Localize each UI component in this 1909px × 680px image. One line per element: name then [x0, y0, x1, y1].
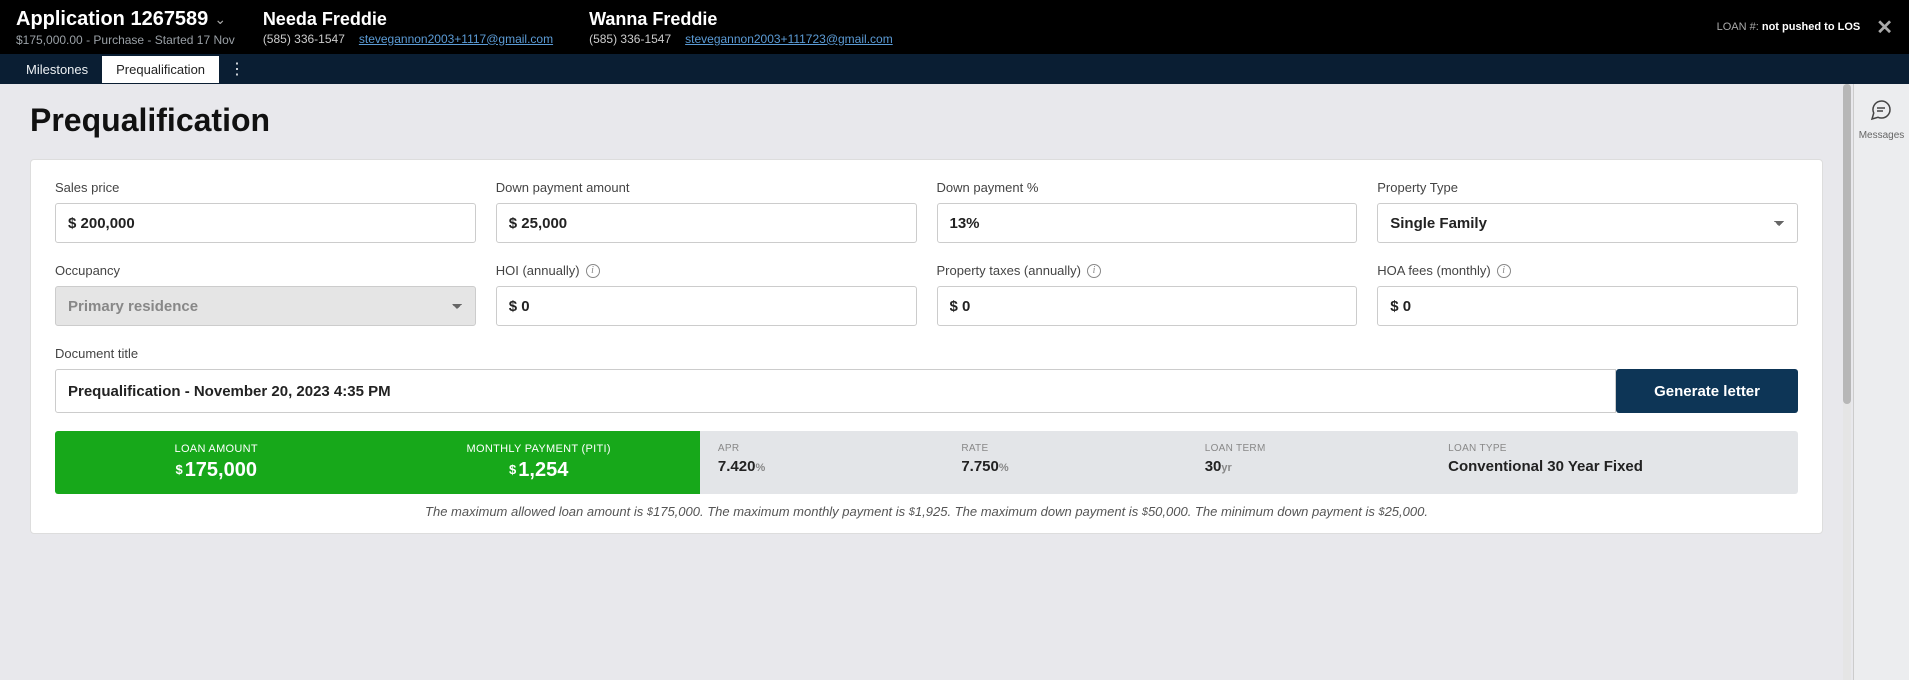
summary-apr: APR 7.420%: [700, 431, 943, 494]
sales-price-input[interactable]: [55, 203, 476, 243]
label-occupancy: Occupancy: [55, 263, 476, 278]
tab-prequalification[interactable]: Prequalification: [102, 56, 219, 83]
side-rail: Messages: [1853, 84, 1909, 680]
app-header: Application 1267589 ⌄ $175,000.00 - Purc…: [0, 0, 1909, 54]
page-title: Prequalification: [30, 102, 1823, 139]
contact-block-2: Wanna Freddie (585) 336-1547 stevegannon…: [589, 9, 893, 46]
label-sales-price: Sales price: [55, 180, 476, 195]
down-payment-amount-input[interactable]: [496, 203, 917, 243]
hoa-input[interactable]: [1377, 286, 1798, 326]
label-property-taxes: Property taxes (annually) i: [937, 263, 1358, 278]
field-document-title: Document title Generate letter: [55, 346, 1798, 413]
summary-rate: RATE 7.750%: [943, 431, 1186, 494]
label-hoa: HOA fees (monthly) i: [1377, 263, 1798, 278]
close-icon[interactable]: ✕: [1876, 15, 1893, 40]
info-icon[interactable]: i: [1497, 264, 1511, 278]
down-payment-pct-input[interactable]: [937, 203, 1358, 243]
property-taxes-input[interactable]: [937, 286, 1358, 326]
app-subtitle: $175,000.00 - Purchase - Started 17 Nov: [16, 33, 235, 47]
generate-letter-button[interactable]: Generate letter: [1616, 369, 1798, 413]
summary-loan-term: LOAN TERM 30yr: [1187, 431, 1430, 494]
label-document-title: Document title: [55, 346, 1798, 361]
chevron-down-icon[interactable]: ⌄: [214, 11, 226, 28]
limits-note: The maximum allowed loan amount is $175,…: [55, 504, 1798, 519]
summary-loan-type: LOAN TYPE Conventional 30 Year Fixed: [1430, 431, 1798, 494]
label-property-type: Property Type: [1377, 180, 1798, 195]
info-icon[interactable]: i: [1087, 264, 1101, 278]
scrollbar[interactable]: [1843, 84, 1851, 680]
messages-icon: [1859, 98, 1905, 128]
label-down-payment-pct: Down payment %: [937, 180, 1358, 195]
document-title-input[interactable]: [55, 369, 1616, 413]
tab-milestones[interactable]: Milestones: [12, 56, 102, 83]
loan-status-value: not pushed to LOS: [1762, 21, 1860, 33]
field-property-type: Property Type Single Family: [1377, 180, 1798, 243]
occupancy-select[interactable]: Primary residence: [55, 286, 476, 326]
contact-name: Needa Freddie: [263, 9, 553, 30]
contact-phone: (585) 336-1547: [589, 32, 671, 46]
contact-phone: (585) 336-1547: [263, 32, 345, 46]
field-down-payment-pct: Down payment %: [937, 180, 1358, 243]
contact-email-link[interactable]: stevegannon2003+1117@gmail.com: [359, 32, 553, 46]
loan-label: LOAN #:: [1717, 21, 1759, 33]
contact-name: Wanna Freddie: [589, 9, 893, 30]
prequalification-card: Sales price Down payment amount Down pay…: [30, 159, 1823, 534]
field-hoa: HOA fees (monthly) i: [1377, 263, 1798, 326]
contact-email-link[interactable]: stevegannon2003+111723@gmail.com: [685, 32, 893, 46]
content-area: Prequalification Sales price Down paymen…: [0, 84, 1853, 680]
tab-bar: Milestones Prequalification ⋮: [0, 54, 1909, 84]
field-hoi: HOI (annually) i: [496, 263, 917, 326]
contact-block-1: Needa Freddie (585) 336-1547 stevegannon…: [263, 9, 553, 46]
hoi-input[interactable]: [496, 286, 917, 326]
app-title: Application 1267589: [16, 8, 208, 31]
field-occupancy: Occupancy Primary residence: [55, 263, 476, 326]
label-hoi: HOI (annually) i: [496, 263, 917, 278]
label-down-payment-amount: Down payment amount: [496, 180, 917, 195]
summary-monthly-payment: MONTHLY PAYMENT (PITI) $1,254: [377, 431, 699, 494]
field-sales-price: Sales price: [55, 180, 476, 243]
messages-label: Messages: [1859, 130, 1905, 141]
property-type-select[interactable]: Single Family: [1377, 203, 1798, 243]
tab-more-icon[interactable]: ⋮: [219, 59, 255, 79]
field-property-taxes: Property taxes (annually) i: [937, 263, 1358, 326]
summary-loan-amount: LOAN AMOUNT $175,000: [55, 431, 377, 494]
summary-bar: LOAN AMOUNT $175,000 MONTHLY PAYMENT (PI…: [55, 431, 1798, 494]
messages-button[interactable]: Messages: [1859, 98, 1905, 141]
loan-status: LOAN #: not pushed to LOS: [1717, 21, 1861, 33]
info-icon[interactable]: i: [586, 264, 600, 278]
app-title-block: Application 1267589 ⌄ $175,000.00 - Purc…: [16, 8, 235, 47]
field-down-payment-amount: Down payment amount: [496, 180, 917, 243]
